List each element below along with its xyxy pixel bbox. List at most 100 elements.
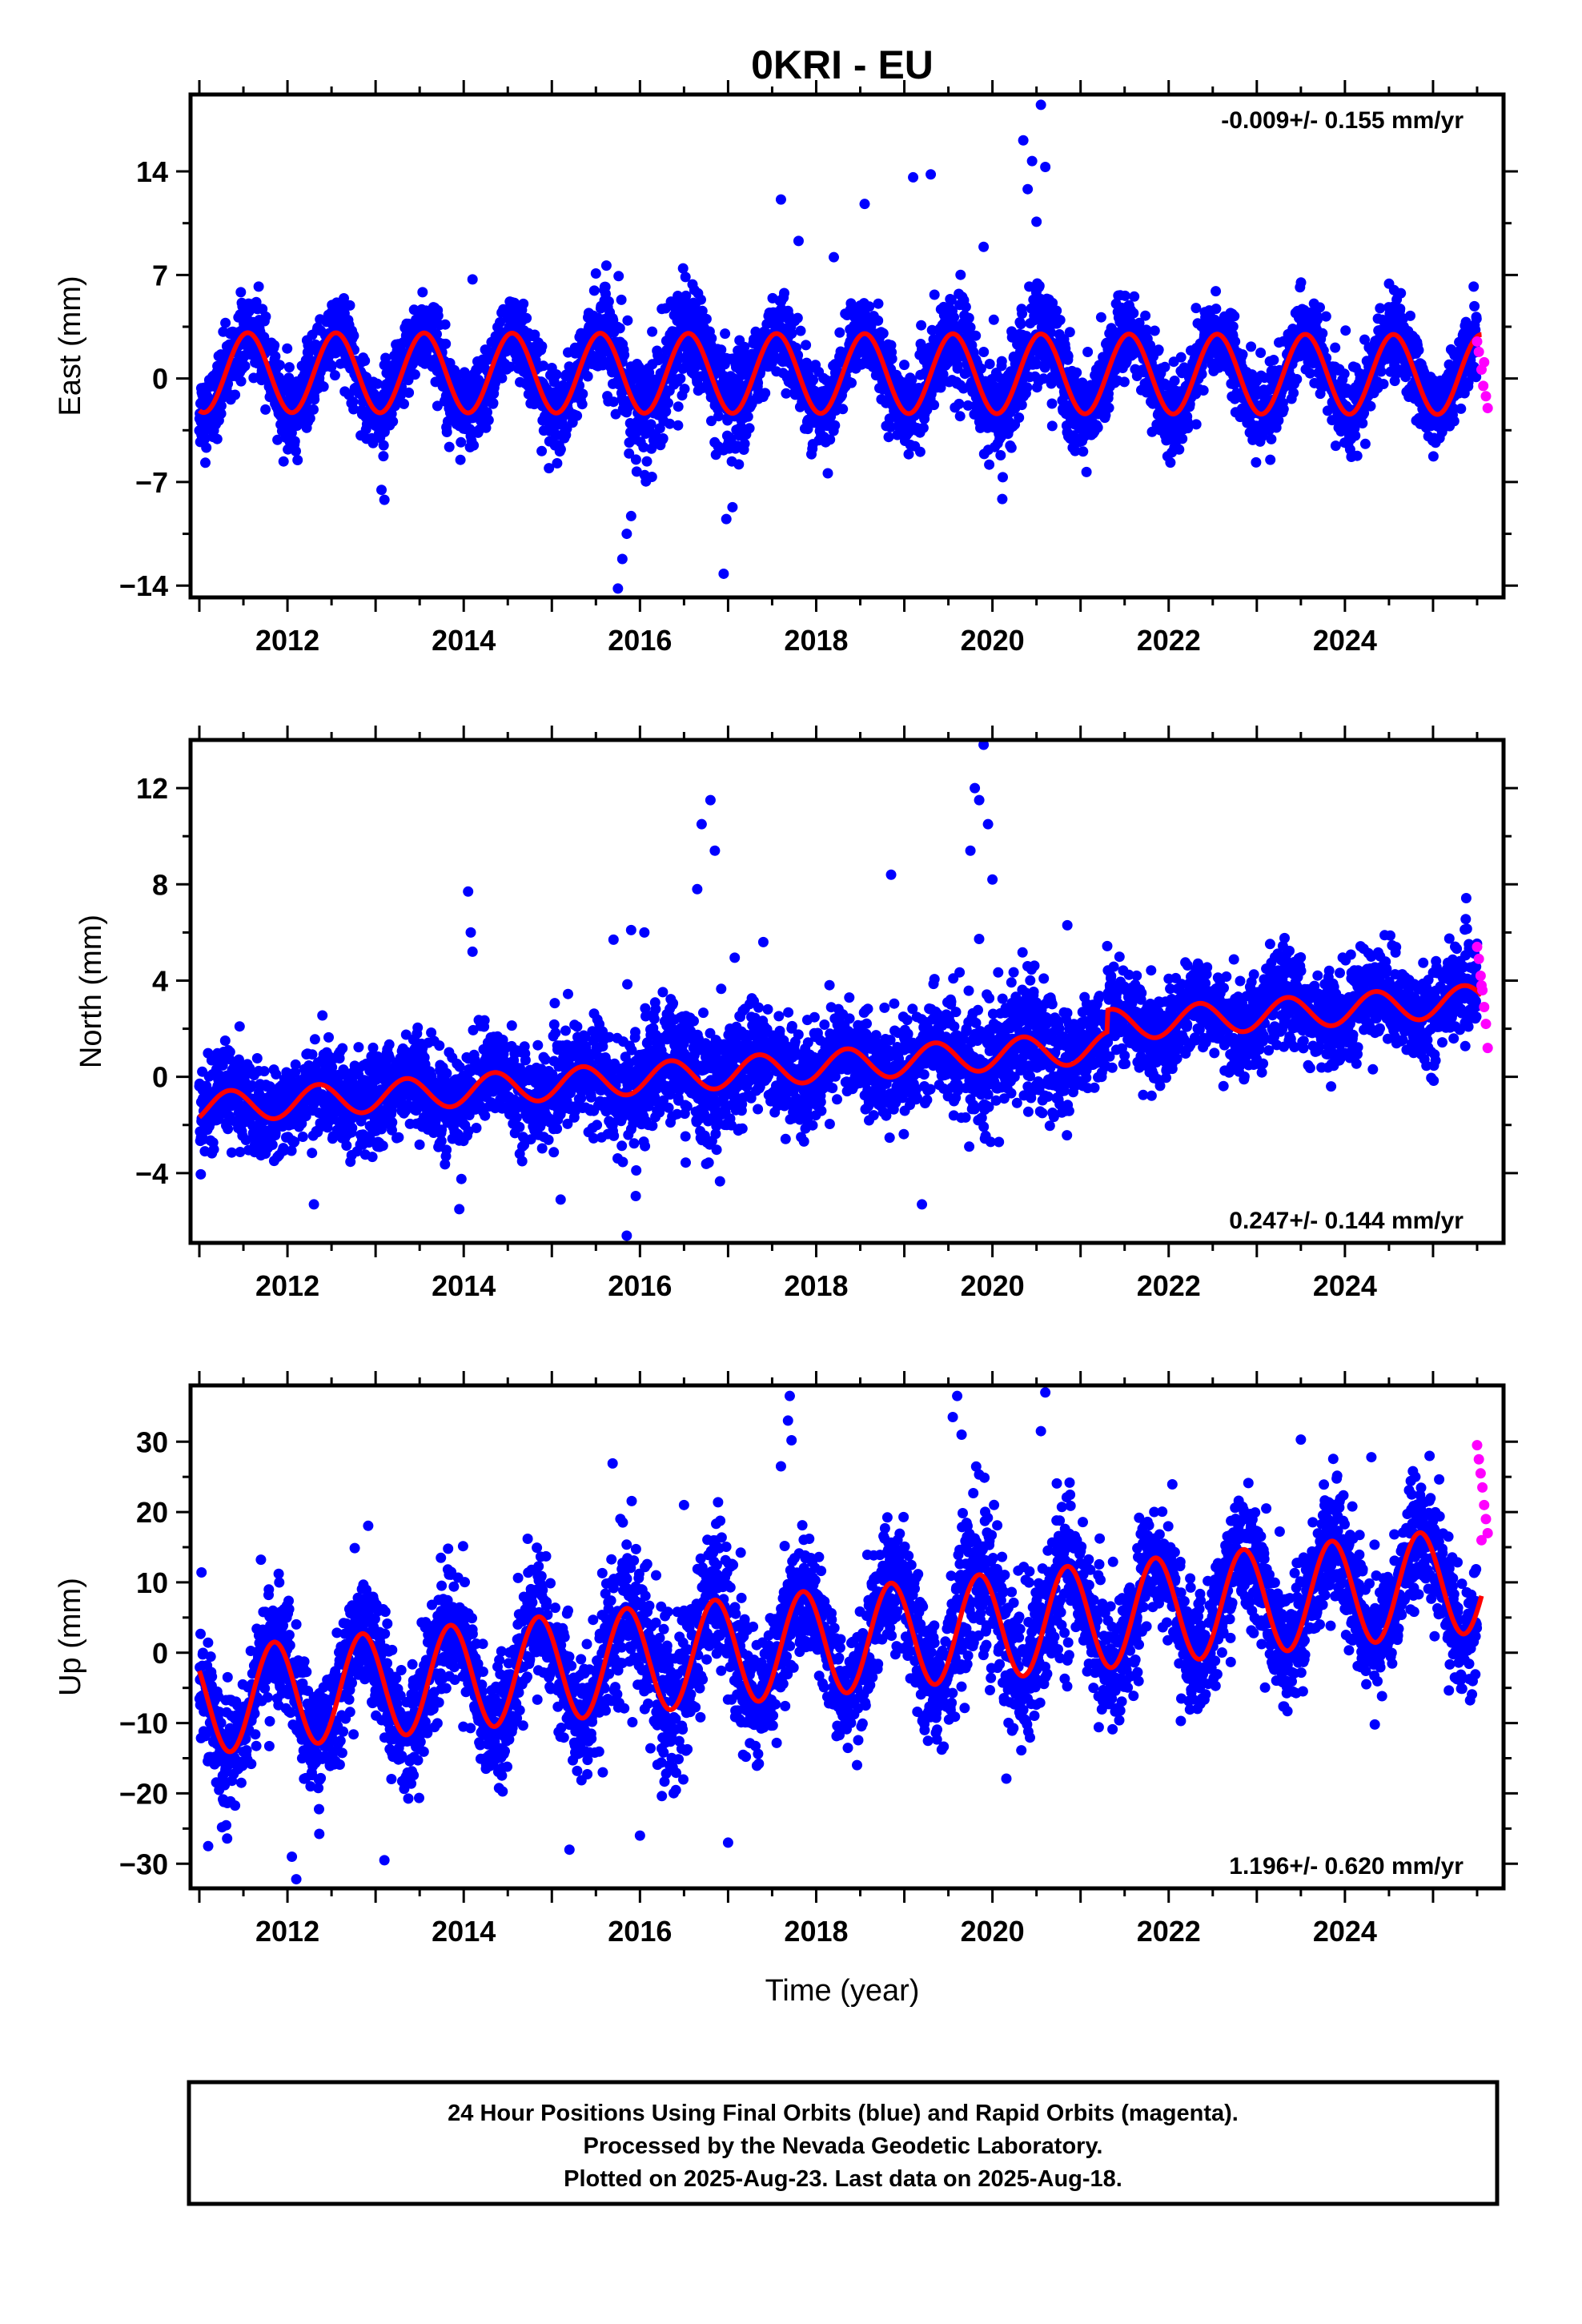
outlier-point: [467, 274, 478, 285]
data-point: [399, 398, 409, 409]
data-point: [1330, 342, 1341, 353]
data-point: [1266, 433, 1277, 444]
outlier-point: [721, 513, 732, 525]
data-point: [234, 1021, 245, 1032]
data-point: [529, 329, 540, 340]
data-point: [1288, 388, 1299, 399]
data-point: [675, 373, 686, 384]
data-point: [588, 285, 600, 296]
data-point: [348, 330, 359, 341]
data-point: [1265, 454, 1276, 465]
data-point: [795, 325, 806, 336]
data-point: [713, 411, 724, 422]
data-point: [1351, 450, 1363, 461]
data-point: [269, 340, 280, 351]
data-point: [917, 422, 929, 433]
east-panel: 2012 2014 2016 2018 2020 2022 20241470−7−14Eas…: [54, 80, 1518, 657]
data-point: [614, 323, 625, 334]
data-point: [432, 400, 443, 412]
outlier-point: [1040, 162, 1051, 173]
data-point: [679, 384, 690, 395]
data-point: [274, 360, 285, 371]
data-point: [641, 456, 652, 467]
data-point: [760, 388, 771, 399]
data-point: [701, 313, 712, 324]
data-point: [371, 378, 383, 389]
data-point: [1350, 430, 1361, 441]
final-orbit-points: [194, 99, 1482, 594]
outlier-point: [625, 510, 636, 521]
data-point: [292, 455, 303, 465]
data-point: [282, 343, 293, 354]
data-point: [995, 450, 1006, 460]
data-point: [440, 338, 452, 349]
data-point: [1456, 403, 1467, 414]
data-point: [329, 370, 340, 381]
data-point: [1062, 351, 1074, 362]
data-point: [339, 293, 349, 304]
data-point: [613, 271, 624, 282]
data-point: [1103, 402, 1114, 413]
data-point: [251, 1053, 263, 1063]
data-point: [1071, 367, 1082, 378]
data-point: [1015, 319, 1026, 330]
data-point: [283, 362, 295, 373]
data-point: [1227, 321, 1239, 332]
data-point: [1317, 328, 1328, 339]
data-point: [378, 440, 389, 451]
data-point: [1365, 400, 1376, 412]
data-point: [215, 400, 227, 412]
north-panel: 2012 2014 2016 2018 2020 2022 202412840−4North…: [74, 726, 1518, 1302]
data-point: [318, 381, 329, 392]
outlier-point: [1031, 216, 1042, 227]
data-point: [886, 353, 897, 364]
data-point: [270, 351, 281, 362]
data-point: [1082, 347, 1094, 357]
data-point: [822, 468, 833, 479]
x-tick-label: 2020: [961, 624, 1025, 657]
x-tick-label: 2012: [255, 624, 319, 657]
data-point: [739, 341, 750, 352]
data-point: [441, 427, 452, 437]
data-point: [378, 451, 389, 462]
data-point: [309, 394, 320, 405]
data-point: [829, 420, 841, 431]
data-point: [253, 281, 264, 292]
data-point: [260, 311, 271, 322]
data-point: [230, 389, 241, 400]
data-point: [1054, 315, 1066, 326]
data-point: [409, 369, 420, 380]
outlier-point: [621, 529, 632, 540]
data-point: [1246, 341, 1257, 352]
data-point: [395, 390, 406, 401]
rapid-orbit-point: [1473, 346, 1484, 357]
outlier-point: [775, 194, 786, 205]
data-point: [663, 397, 673, 408]
data-point: [1081, 466, 1092, 477]
data-point: [1340, 325, 1351, 336]
data-point: [955, 269, 966, 280]
data-point: [396, 346, 408, 357]
data-point: [1118, 376, 1130, 388]
data-point: [1251, 456, 1262, 468]
y-tick-label: 0: [152, 363, 168, 396]
data-point: [1320, 311, 1331, 322]
data-point: [555, 444, 566, 455]
data-point: [733, 459, 745, 470]
x-tick-label: 2024: [1313, 624, 1377, 657]
data-point: [1295, 277, 1307, 288]
data-point: [1046, 398, 1058, 409]
data-point: [1175, 352, 1186, 363]
outlier-point: [727, 501, 738, 513]
data-point: [988, 314, 999, 325]
rapid-orbit-point: [1482, 403, 1493, 414]
data-point: [600, 260, 612, 271]
y-tick-label: 14: [136, 155, 168, 188]
data-point: [1255, 348, 1267, 358]
data-point: [622, 315, 633, 326]
data-point: [720, 328, 731, 340]
data-point: [1471, 313, 1482, 324]
data-point: [786, 328, 797, 339]
outlier-point: [978, 241, 990, 252]
data-point: [1448, 416, 1460, 427]
